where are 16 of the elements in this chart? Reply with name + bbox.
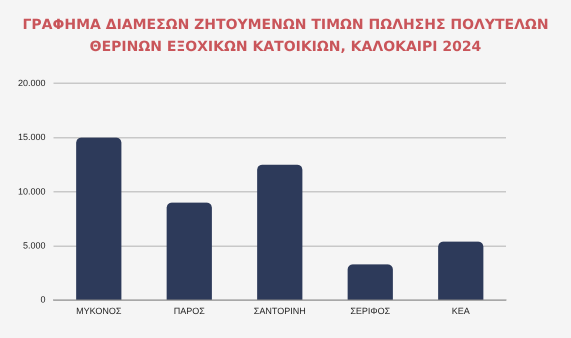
y-tick-label: 0 <box>40 294 46 305</box>
y-tick-label: 15.000 <box>18 132 46 142</box>
x-tick-label: ΠΑΡΟΣ <box>174 306 206 316</box>
x-tick-label: ΚΕΑ <box>452 306 470 316</box>
bar <box>348 264 393 300</box>
x-tick-label: ΣΕΡΙΦΟΣ <box>350 306 391 316</box>
y-tick-label: 10.000 <box>18 186 46 196</box>
chart-title: ΓΡΑΦΗΜΑ ΔΙΑΜΕΣΩΝ ΖΗΤΟΥΜΕΝΩΝ ΤΙΜΩΝ ΠΩΛΗΣΗΣ ΠΟΛΥΤΕΛΩΝ ΘΕΡΙΝΩΝ ΕΞΟΧΙΚΩΝ ΚΑΤΟΙΚΙΩΝ, ΚΑΛΟΚΑΙΡΙ 2024 <box>21 16 550 57</box>
y-tick-label: 20.000 <box>18 78 46 88</box>
bar <box>166 202 212 300</box>
x-tick-label: ΣΑΝΤΟΡΙΝΗ <box>254 306 306 316</box>
y-tick-label: 5.000 <box>22 240 46 250</box>
bar <box>257 164 302 300</box>
bar <box>76 138 122 300</box>
bar <box>438 242 484 300</box>
x-tick-label: ΜΥΚΟΝΟΣ <box>76 306 122 316</box>
